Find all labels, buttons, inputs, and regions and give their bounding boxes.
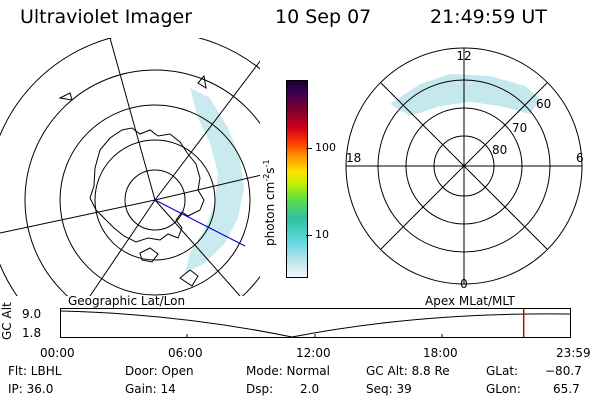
timeline-x-tick: 12:00 bbox=[296, 346, 331, 360]
status-dsp-value: 2.0 bbox=[300, 382, 320, 396]
mlt-label-12: 12 bbox=[456, 49, 471, 63]
altitude-timeline bbox=[60, 308, 571, 338]
mlt-label-6: 6 bbox=[576, 151, 584, 165]
observation-date: 10 Sep 07 bbox=[275, 6, 372, 28]
mlt-label-0: 0 bbox=[460, 277, 468, 291]
intensity-colorbar bbox=[286, 80, 308, 278]
timeline-x-tick: 23:59 bbox=[556, 346, 591, 360]
colorbar-tick bbox=[306, 148, 312, 149]
timeline-x-tick: 18:00 bbox=[423, 346, 458, 360]
status-ip: IP: 36.0 bbox=[8, 382, 54, 396]
altitude-curve bbox=[60, 310, 571, 338]
timeline-x-tick: 06:00 bbox=[168, 346, 203, 360]
timeline-axis-title: GC Alt bbox=[0, 302, 14, 340]
lon-line bbox=[89, 199, 156, 296]
instrument-title: Ultraviolet Imager bbox=[20, 6, 193, 28]
timeline-y-tick: 1.8 bbox=[22, 326, 42, 340]
mlat-label-70: 70 bbox=[512, 121, 527, 135]
mlt-label-18: 18 bbox=[346, 151, 361, 165]
status-glon-label: GLon: bbox=[486, 382, 521, 396]
lat-circle-70 bbox=[94, 139, 216, 261]
coast-fragment bbox=[197, 74, 207, 90]
colorbar-tick bbox=[306, 235, 312, 236]
antarctica-coastline bbox=[89, 127, 205, 243]
geographic-map bbox=[0, 38, 260, 296]
geographic-caption: Geographic Lat/Lon bbox=[68, 294, 186, 308]
lon-line bbox=[154, 60, 260, 201]
mlat-label-80: 80 bbox=[492, 143, 507, 157]
status-mode: Mode: Normal bbox=[246, 364, 330, 378]
lon-line bbox=[154, 174, 260, 201]
aurora-emission-region bbox=[185, 88, 244, 273]
status-seq: Seq: 39 bbox=[366, 382, 412, 396]
colorbar-tick-label: 10 bbox=[315, 228, 329, 241]
timeline-y-tick: 9.0 bbox=[22, 307, 42, 321]
lat-circle-50 bbox=[24, 69, 260, 296]
status-gc-alt: GC Alt: 8.8 Re bbox=[366, 364, 450, 378]
lat-circle-60 bbox=[59, 104, 251, 296]
mlt-line-diagonal bbox=[380, 82, 548, 250]
coast-fragment bbox=[58, 92, 73, 101]
colorbar-unit-label: photon cm-2s-1 bbox=[262, 159, 277, 246]
lon-line bbox=[0, 199, 156, 234]
coast-fragment bbox=[179, 269, 199, 287]
status-glon-value: 65.7 bbox=[553, 382, 580, 396]
colorbar-tick-label: 100 bbox=[315, 141, 336, 154]
aurora-emission-region bbox=[390, 74, 540, 116]
status-dsp-label: Dsp: bbox=[246, 382, 274, 396]
lon-line bbox=[154, 199, 241, 296]
orbit-track-line bbox=[154, 199, 246, 247]
lat-circle-80 bbox=[124, 169, 186, 231]
mlat-label-60: 60 bbox=[536, 97, 551, 111]
status-door: Door: Open bbox=[125, 364, 194, 378]
apex-polar-plot: 12 18 6 0 60 70 80 bbox=[345, 47, 584, 291]
apex-caption: Apex MLat/MLT bbox=[425, 294, 515, 308]
observation-time: 21:49:59 UT bbox=[430, 6, 547, 28]
status-glat-value: −80.7 bbox=[545, 364, 582, 378]
status-gain: Gain: 14 bbox=[125, 382, 176, 396]
coast-fragment bbox=[139, 247, 159, 263]
timeline-x-tick: 00:00 bbox=[40, 346, 75, 360]
status-filter: Flt: LBHL bbox=[8, 364, 62, 378]
lon-line bbox=[109, 38, 156, 201]
status-glat-label: GLat: bbox=[486, 364, 519, 378]
